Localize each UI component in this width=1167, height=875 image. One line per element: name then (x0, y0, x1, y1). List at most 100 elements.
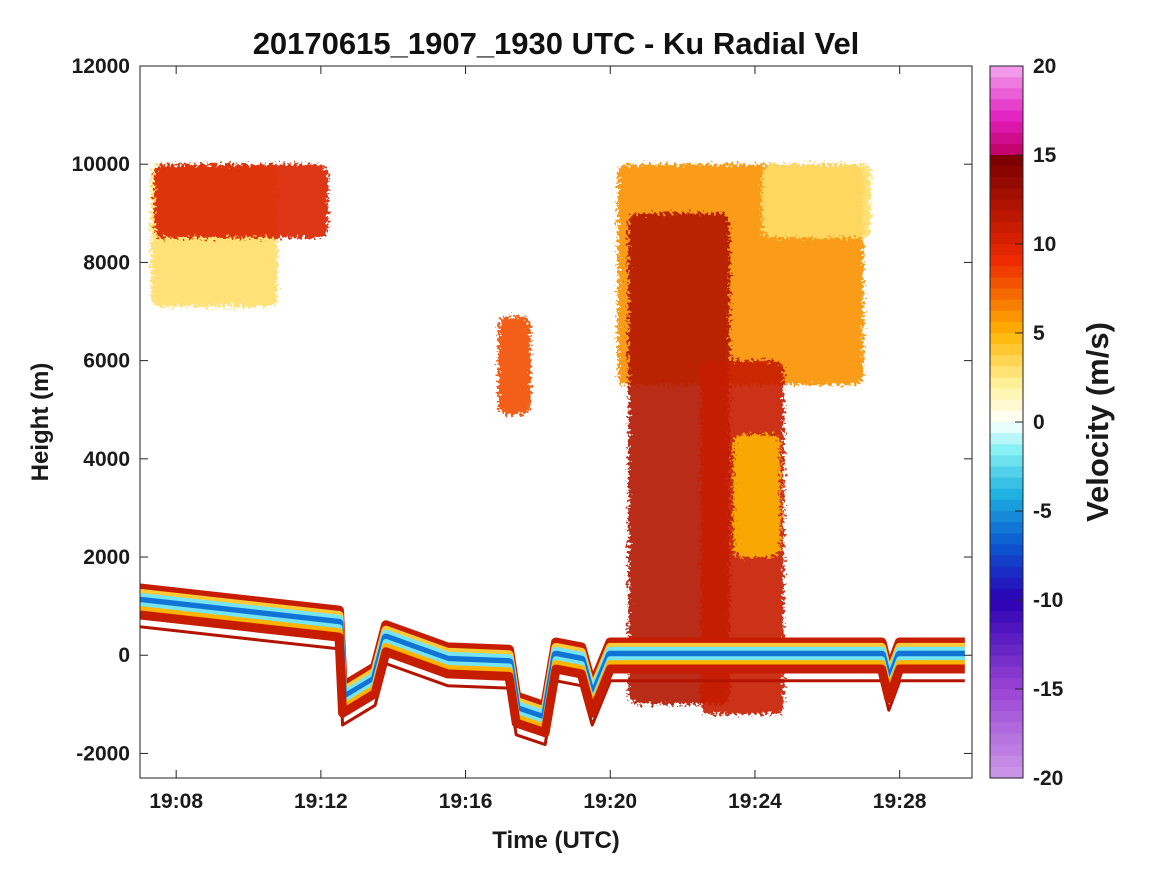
colorbar-band (990, 499, 1023, 512)
colorbar-band (990, 388, 1023, 401)
colorbar-band (990, 66, 1023, 78)
colorbar-band (990, 299, 1023, 312)
colorbar-band (990, 677, 1023, 690)
colorbar-band (990, 477, 1023, 490)
colorbar-band (990, 355, 1023, 367)
x-tick-label: 19:08 (149, 790, 203, 813)
colorbar-band (990, 633, 1023, 646)
colorbar-band (990, 533, 1023, 545)
colorbar-band (990, 177, 1023, 189)
colorbar-band (990, 511, 1023, 523)
colorbar-band (990, 199, 1023, 212)
noise-speckle (140, 164, 972, 778)
colorbar-band (990, 555, 1023, 568)
colorbar-band (990, 722, 1023, 735)
colorbar-band (990, 344, 1023, 356)
y-tick-label: 8000 (83, 251, 130, 274)
colorbar-band (990, 689, 1023, 701)
colorbar-band (990, 255, 1023, 267)
colorbar-tick-label: -10 (1033, 589, 1063, 612)
colorbar-tick-label: 10 (1033, 233, 1056, 256)
colorbar-band (990, 210, 1023, 223)
colorbar-band (990, 244, 1023, 256)
x-tick-label: 19:24 (728, 790, 782, 813)
colorbar-band (990, 700, 1023, 712)
colorbar-band (990, 288, 1023, 301)
y-axis: -2000 0 2000 4000 6000 8000 10000 12000 (72, 55, 972, 765)
y-axis-label: Height (m) (27, 363, 54, 482)
colorbar-band (990, 711, 1023, 723)
colorbar-band (990, 655, 1023, 668)
colorbar-bands (990, 66, 1023, 779)
colorbar-band (990, 422, 1023, 434)
plot-frame (139, 65, 973, 779)
chart-title: 20170615_1907_1930 UTC - Ku Radial Vel (253, 26, 860, 61)
colorbar-band (990, 77, 1023, 89)
colorbar-band (990, 600, 1023, 612)
colorbar-band (990, 143, 1023, 156)
y-tick-label: 0 (118, 644, 130, 667)
colorbar-band (990, 155, 1023, 167)
colorbar-band (990, 366, 1023, 379)
colorbar-band (990, 566, 1023, 579)
colorbar-band (990, 310, 1023, 323)
colorbar-band (990, 544, 1023, 557)
plot-area (139, 65, 973, 779)
colorbar-band (990, 121, 1023, 134)
y-tick-label: 4000 (83, 448, 130, 471)
colorbar-band (990, 377, 1023, 390)
y-tick-label: -2000 (76, 742, 130, 765)
colorbar-band (990, 188, 1023, 201)
colorbar-band (990, 588, 1023, 601)
colorbar-band (990, 321, 1023, 334)
x-axis-label: Time (UTC) (492, 827, 620, 854)
colorbar-band (990, 110, 1023, 123)
colorbar-band (990, 644, 1023, 657)
y-tick-label: 6000 (83, 350, 130, 373)
colorbar-band (990, 99, 1023, 112)
colorbar-tick-label: -20 (1033, 767, 1063, 790)
colorbar-tick-label: 5 (1033, 322, 1045, 345)
colorbar-band (990, 744, 1023, 757)
colorbar-band (990, 455, 1023, 468)
colorbar-band (990, 622, 1023, 634)
colorbar: -20 -15 -10 -5 0 5 10 15 20 Velocity (m/s) (989, 55, 1115, 790)
colorbar-tick-label: 15 (1033, 144, 1057, 167)
colorbar-tick-label: -5 (1033, 500, 1052, 523)
x-tick-label: 19:12 (294, 790, 348, 813)
x-tick-label: 19:20 (583, 790, 637, 813)
colorbar-band (990, 733, 1023, 746)
colorbar-label: Velocity (m/s) (1080, 322, 1115, 522)
y-tick-label: 10000 (72, 153, 130, 176)
colorbar-ticks: -20 -15 -10 -5 0 5 10 15 20 (1015, 55, 1064, 790)
colorbar-band (990, 611, 1023, 623)
colorbar-band (990, 232, 1023, 245)
colorbar-band (990, 277, 1023, 290)
colorbar-band (990, 266, 1023, 278)
colorbar-band (990, 333, 1023, 345)
x-tick-label: 19:16 (439, 790, 493, 813)
x-tick-label: 19:28 (873, 790, 927, 813)
colorbar-band (990, 166, 1023, 178)
colorbar-band (990, 666, 1023, 679)
colorbar-tick-label: 0 (1033, 411, 1045, 434)
y-tick-label: 12000 (72, 55, 130, 78)
colorbar-band (990, 399, 1023, 412)
colorbar-band (990, 410, 1023, 423)
colorbar-band (990, 132, 1023, 145)
colorbar-band (990, 522, 1023, 534)
colorbar-band (990, 433, 1023, 445)
colorbar-band (990, 88, 1023, 100)
y-tick-label: 2000 (83, 546, 130, 569)
colorbar-band (990, 488, 1023, 501)
colorbar-band (990, 221, 1023, 234)
colorbar-band (990, 755, 1023, 768)
colorbar-band (990, 577, 1023, 590)
x-axis: 19:08 19:12 19:16 19:20 19:24 19:28 (149, 66, 927, 813)
colorbar-tick-label: -15 (1033, 678, 1064, 701)
colorbar-band (990, 466, 1023, 479)
colorbar-band (990, 766, 1023, 779)
colorbar-tick-label: 20 (1033, 55, 1056, 78)
colorbar-band (990, 444, 1023, 456)
